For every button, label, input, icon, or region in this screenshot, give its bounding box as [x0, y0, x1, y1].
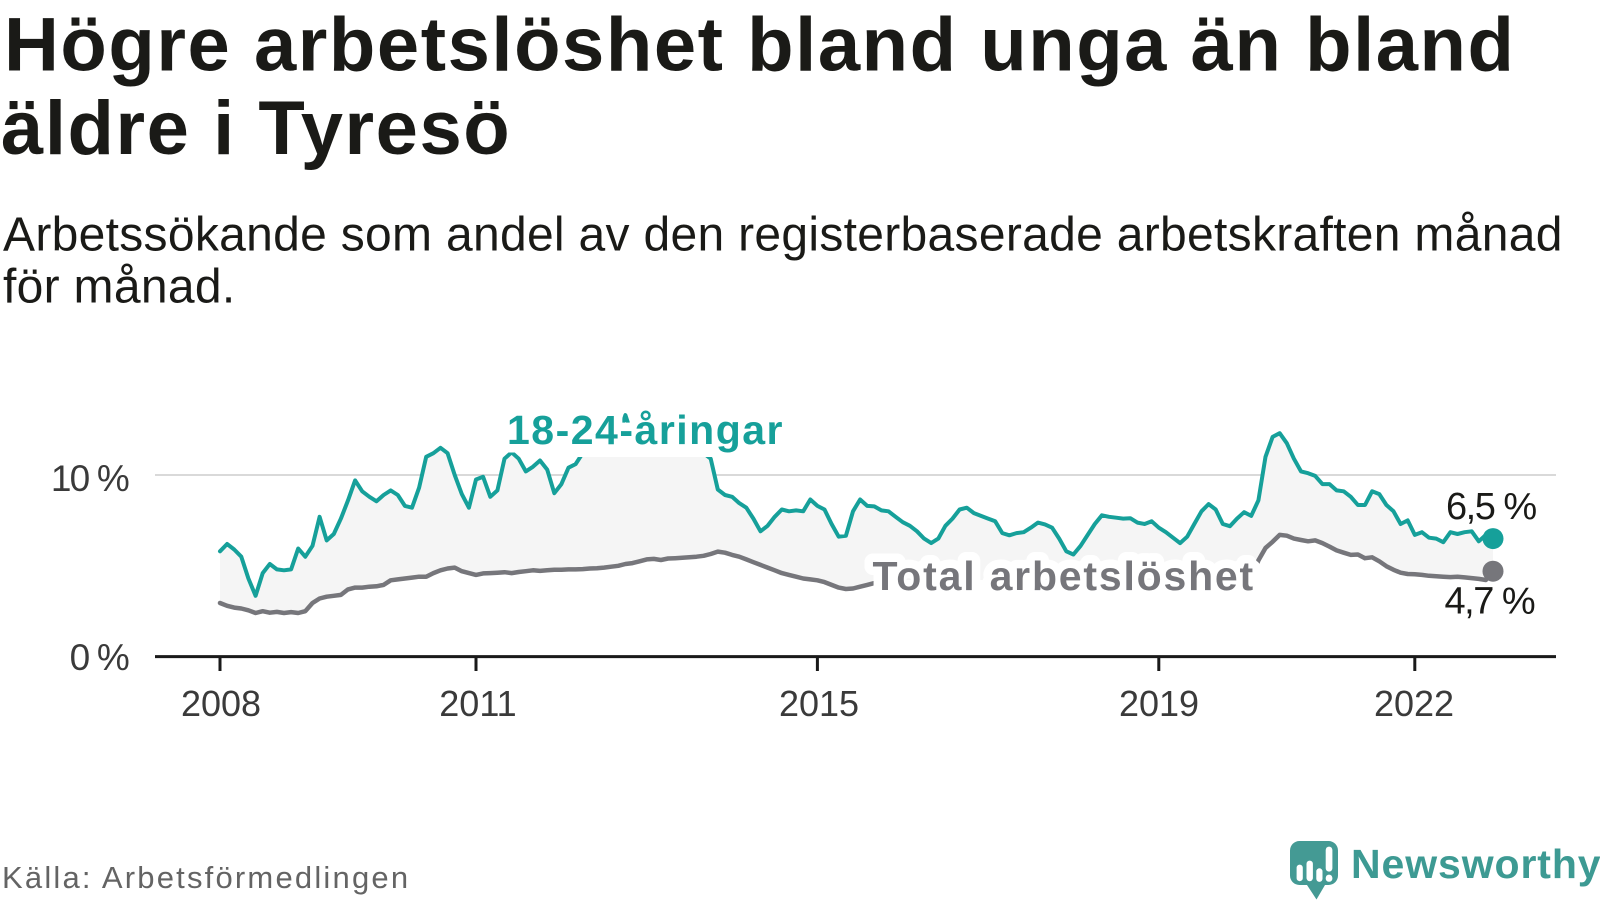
svg-text:10 %: 10 %: [51, 458, 129, 499]
svg-text:för månad.: för månad.: [3, 261, 235, 314]
svg-text:2022: 2022: [1374, 683, 1454, 724]
svg-text:äldre i Tyresö: äldre i Tyresö: [1, 86, 511, 171]
svg-text:2019: 2019: [1119, 683, 1199, 724]
svg-text:Newsworthy: Newsworthy: [1351, 841, 1600, 887]
svg-text:2015: 2015: [779, 683, 859, 724]
svg-text:Källa: Arbetsförmedlingen: Källa: Arbetsförmedlingen: [2, 860, 410, 895]
svg-text:Arbetssökande som andel av den: Arbetssökande som andel av den registerb…: [3, 209, 1563, 262]
svg-text:2011: 2011: [439, 683, 516, 724]
svg-text:18-24-åringar: 18-24-åringar: [507, 407, 784, 453]
svg-text:4,7 %: 4,7 %: [1445, 580, 1535, 622]
svg-text:Total arbetslöshet: Total arbetslöshet: [873, 553, 1255, 599]
svg-text:0 %: 0 %: [70, 637, 129, 678]
svg-text:2008: 2008: [181, 683, 261, 724]
svg-text:Högre arbetslöshet bland unga: Högre arbetslöshet bland unga än bland: [4, 3, 1516, 88]
svg-text:6,5 %: 6,5 %: [1446, 486, 1536, 528]
